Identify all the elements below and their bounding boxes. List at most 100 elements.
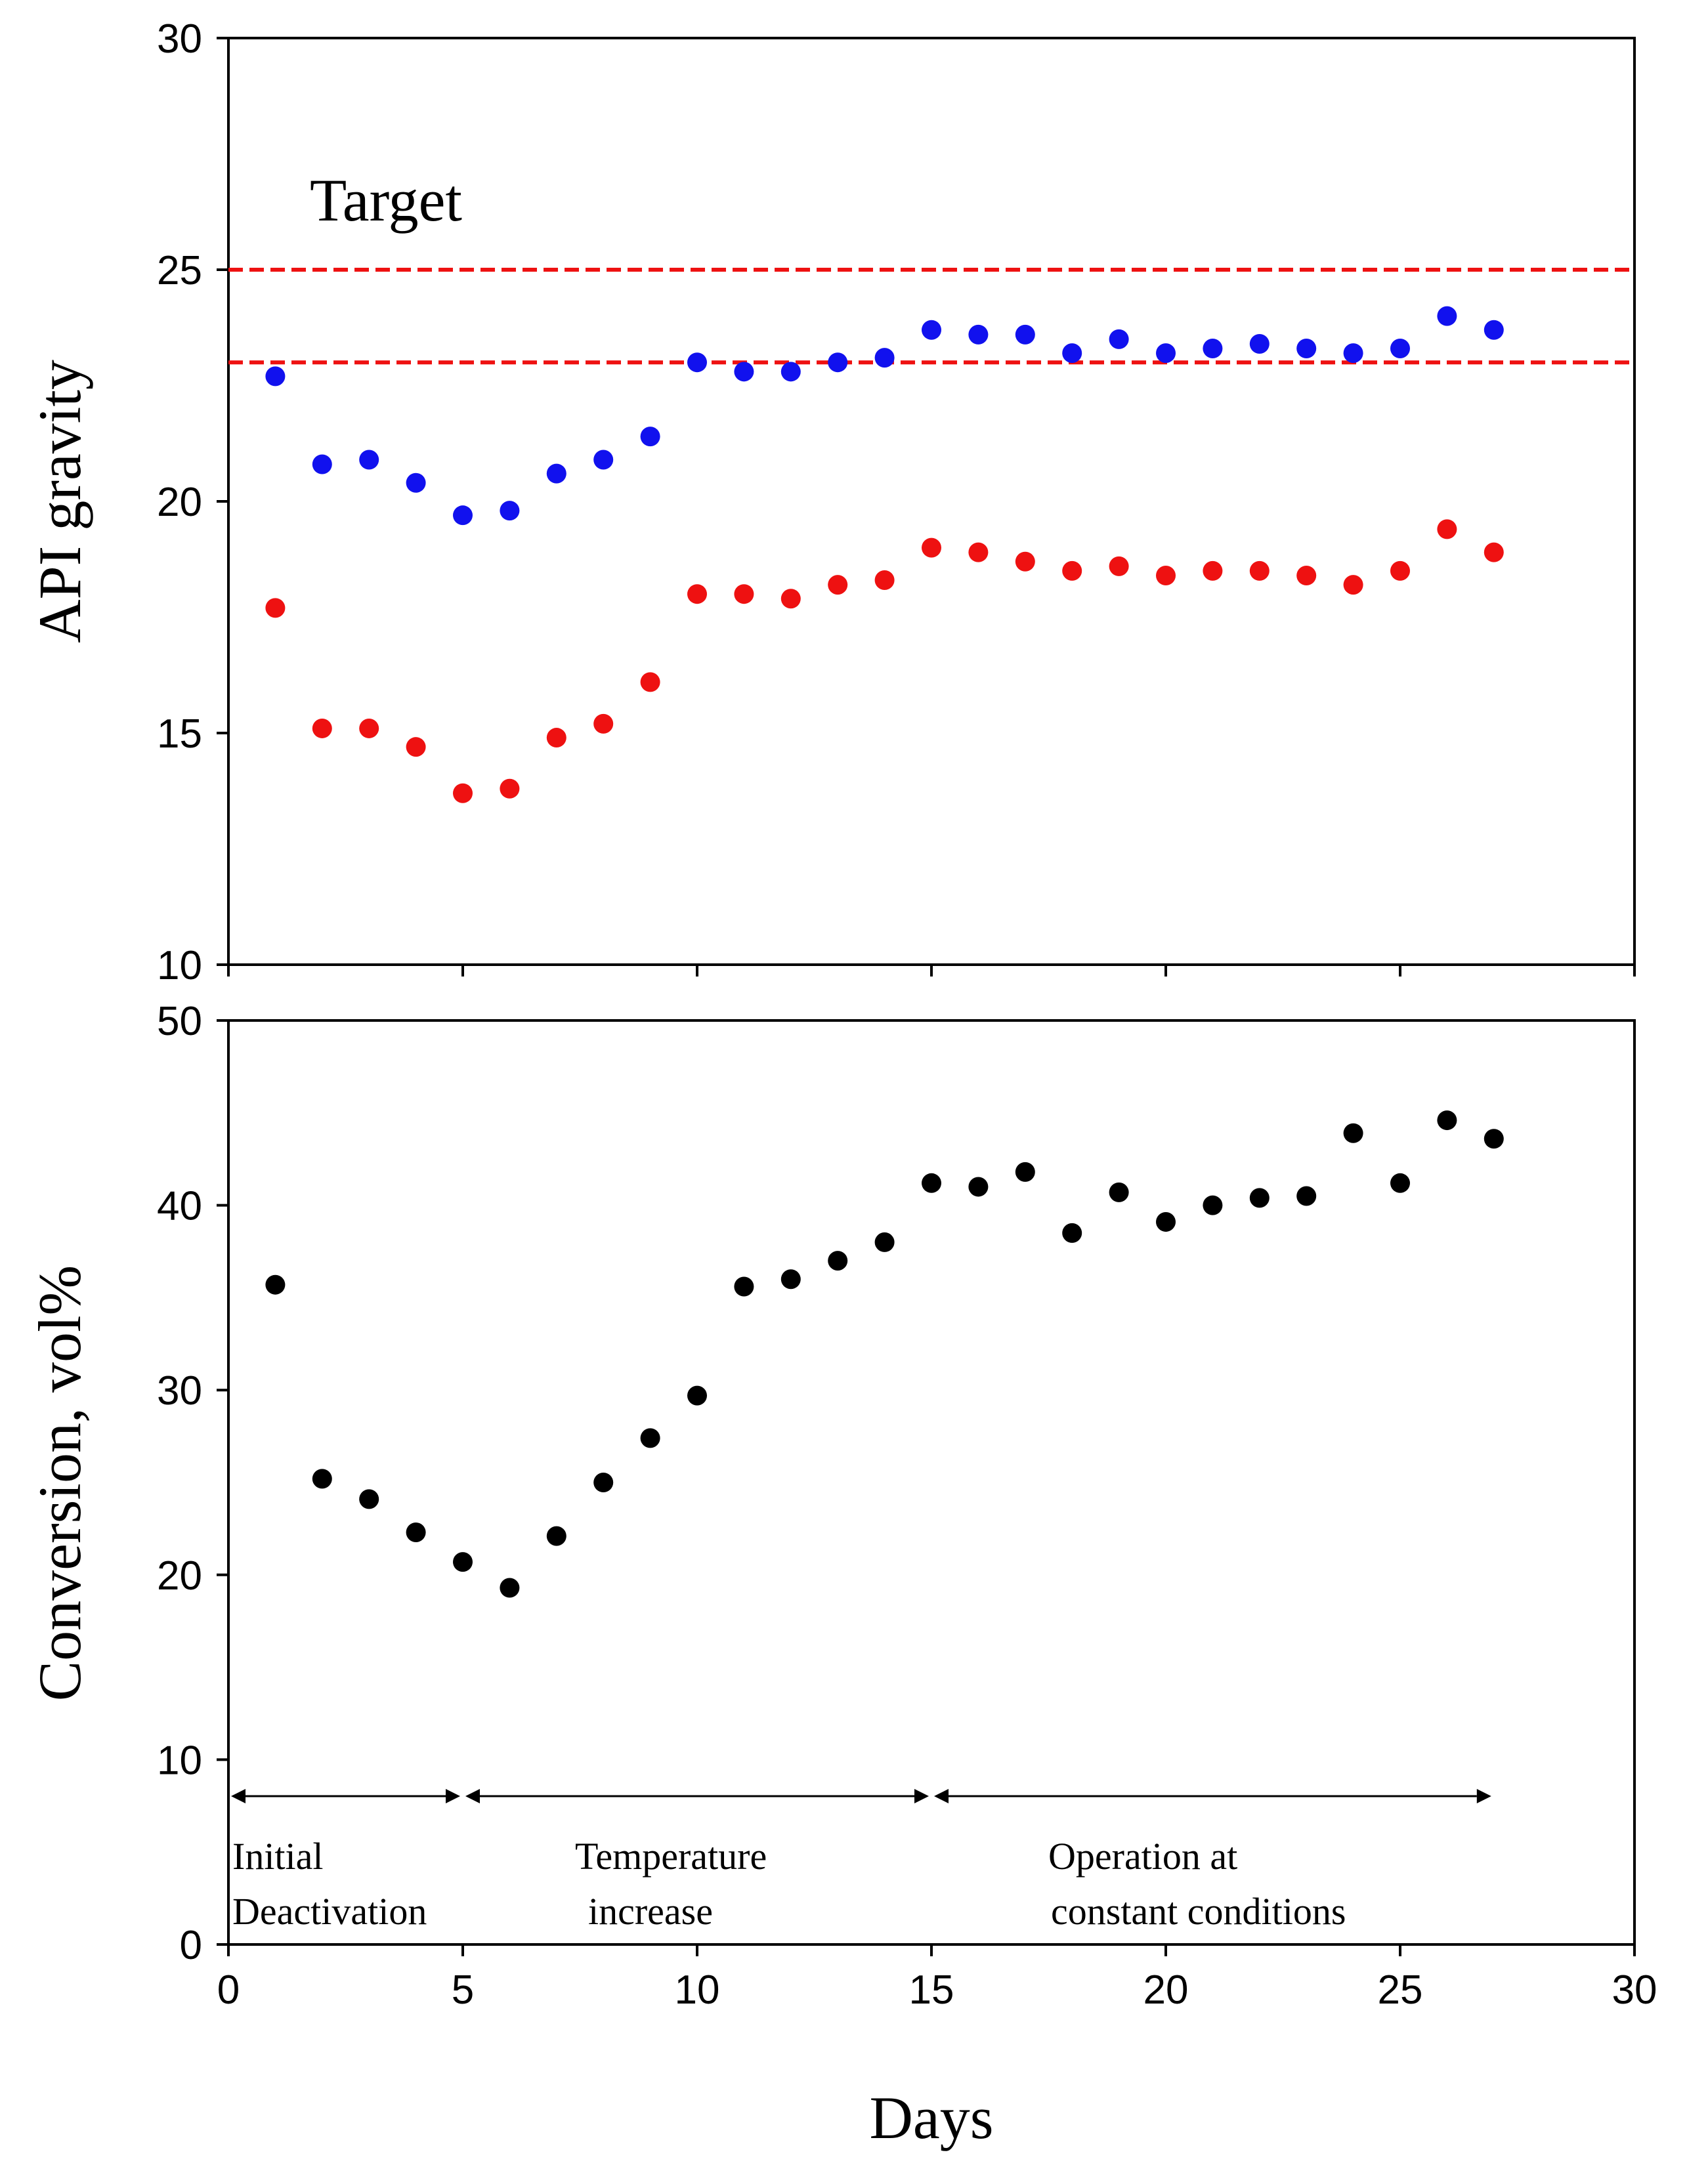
api-gravity-y-axis-title: API gravity (26, 360, 93, 643)
api-red-point (1015, 551, 1035, 572)
conversion-point (593, 1473, 614, 1492)
conversion-point (265, 1274, 286, 1295)
x-tick-label: 25 (1378, 1967, 1423, 2013)
conversion-point (968, 1177, 989, 1197)
conversion-point (1015, 1162, 1035, 1182)
api-blue-point (453, 505, 473, 526)
conversion-point (1296, 1186, 1317, 1206)
phase-arrow-right-head (446, 1789, 460, 1803)
api-blue-point (500, 501, 520, 521)
api-red-point (1249, 560, 1270, 581)
api-red-point (593, 713, 614, 734)
x-tick-label: 15 (909, 1967, 954, 2013)
conversion-point (640, 1428, 660, 1448)
conversion-point (828, 1251, 848, 1271)
api-blue-point (359, 450, 379, 470)
conversion-point (1203, 1195, 1223, 1215)
api-gravity-y-axis: 10 15 20 25 30 (157, 16, 228, 988)
conversion-point (780, 1269, 801, 1290)
conversion-point (687, 1385, 707, 1406)
conversion-y-axis-title: Conversion, vol% (26, 1265, 93, 1701)
conversion-point (874, 1232, 895, 1252)
conversion-point (1343, 1123, 1363, 1143)
api-red-point (453, 783, 473, 803)
x-tick-label: 0 (217, 1967, 240, 2013)
api-red-point (406, 737, 426, 757)
phase-arrow-right-head (1476, 1789, 1491, 1803)
y-tick-label: 10 (157, 943, 202, 988)
api-red-point (546, 728, 566, 748)
api-gravity-panel: 10 15 20 25 30 Target API gravity (26, 16, 1636, 988)
phase-arrow-left-head (465, 1789, 480, 1803)
conversion-point (453, 1552, 473, 1572)
api-red-point (687, 584, 707, 604)
api-red-point (359, 718, 379, 738)
conversion-point (734, 1276, 754, 1297)
x-tick-label: 20 (1143, 1967, 1189, 2013)
api-red-point (1062, 560, 1082, 581)
conversion-panel: 0 10 20 30 40 50 0 5 10 15 20 25 30 Initial Deactiva… (26, 999, 1657, 2151)
y-tick-label: 50 (157, 999, 202, 1044)
api-blue-point (1062, 343, 1082, 364)
api-blue-point (640, 427, 660, 447)
y-tick-label: 0 (180, 1923, 202, 1968)
api-blue-point (874, 348, 895, 368)
api-blue-point (593, 450, 614, 470)
conversion-point (922, 1173, 941, 1193)
api-red-point (1296, 565, 1317, 585)
conversion-x-axis: 0 5 10 15 20 25 30 (217, 1944, 1657, 2013)
conversion-plot-frame (227, 1019, 1636, 1946)
api-blue-point (265, 366, 286, 387)
api-red-point (1109, 556, 1129, 576)
api-red-point (640, 672, 660, 692)
api-blue-point (968, 324, 989, 345)
api-gravity-points (265, 306, 1504, 803)
conversion-point (1390, 1173, 1410, 1193)
phase-arrow-left-head (231, 1789, 246, 1803)
api-blue-point (546, 463, 566, 484)
phase-label-line: increase (588, 1890, 713, 1933)
phase-1 (465, 1789, 929, 1803)
conversion-point (312, 1469, 332, 1489)
api-blue-point (687, 352, 707, 373)
conversion-point (1437, 1110, 1457, 1131)
api-blue-point (1156, 343, 1176, 364)
api-red-point (734, 584, 754, 604)
api-blue-point (1249, 333, 1270, 354)
conversion-y-axis: 0 10 20 30 40 50 (157, 999, 228, 1968)
conversion-point (1062, 1223, 1082, 1243)
api-red-point (828, 575, 848, 595)
api-blue-point (1437, 306, 1457, 326)
days-x-axis-title: Days (869, 2084, 993, 2151)
api-blue-point (1390, 339, 1410, 359)
conversion-point (1484, 1129, 1504, 1149)
api-red-point (968, 542, 989, 562)
x-tick-label: 10 (675, 1967, 720, 2013)
api-blue-point (1343, 343, 1363, 364)
conversion-points (265, 1110, 1504, 1598)
api-red-point (922, 537, 941, 558)
phase-label-line: Temperature (575, 1835, 767, 1878)
api-red-point (1437, 519, 1457, 539)
y-tick-label: 10 (157, 1738, 202, 1783)
conversion-point (406, 1522, 426, 1543)
api-red-point (874, 570, 895, 591)
phase-label-line: Deactivation (232, 1890, 427, 1933)
api-blue-point (828, 352, 848, 373)
api-blue-point (406, 472, 426, 493)
phase-arrow-right-head (914, 1789, 929, 1803)
y-tick-label: 40 (157, 1184, 202, 1229)
api-red-point (780, 589, 801, 609)
phase-label-line: Operation at (1048, 1835, 1237, 1878)
api-blue-point (1109, 329, 1129, 349)
api-red-point (1343, 575, 1363, 595)
api-blue-point (312, 454, 332, 474)
phase-arrow-left-head (934, 1789, 949, 1803)
api-blue-point (922, 320, 941, 340)
y-tick-label: 30 (157, 16, 202, 62)
api-red-point (1203, 560, 1223, 581)
api-red-point (500, 778, 520, 799)
api-gravity-x-ticks (227, 965, 1636, 976)
api-blue-point (1015, 324, 1035, 345)
